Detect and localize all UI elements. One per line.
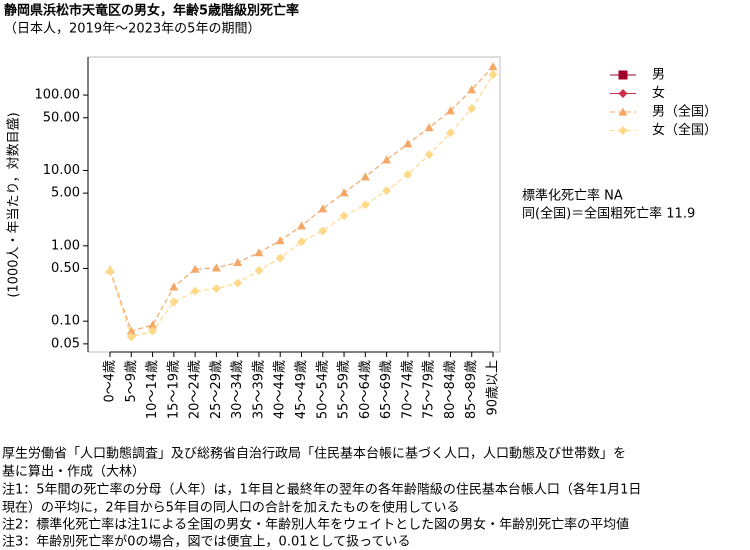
marker	[403, 170, 413, 180]
annotation: 標準化死亡率 NA	[522, 188, 623, 204]
x-tick-label: 15〜19歳	[166, 360, 181, 419]
x-tick-label: 50〜54歳	[315, 360, 330, 419]
marker	[318, 226, 328, 236]
x-tick-label: 60〜64歳	[358, 360, 373, 419]
note: 注3：年齢別死亡率が0の場合，図では便宜上，0.01として扱っている	[2, 534, 410, 550]
marker	[360, 172, 370, 181]
marker	[339, 188, 349, 197]
marker	[148, 326, 158, 336]
note: 注2：標準化死亡率は注1による全国の男女・年齢別人年をウェイトとした図の男女・年…	[2, 517, 629, 533]
marker	[445, 106, 455, 115]
marker	[618, 89, 628, 98]
marker	[488, 70, 498, 80]
legend-label: 女	[652, 85, 665, 101]
marker	[618, 70, 628, 80]
annotation: 同(全国)＝全国粗死亡率 11.9	[522, 206, 695, 222]
x-tick-label: 25〜29歳	[209, 360, 224, 419]
marker	[275, 236, 285, 245]
marker	[254, 248, 264, 257]
marker	[360, 200, 370, 210]
legend-label: 男（全国）	[652, 104, 717, 120]
x-tick-label: 5〜9歳	[124, 360, 139, 403]
y-tick-label: 0.05	[51, 336, 80, 351]
marker	[445, 128, 455, 138]
x-tick-label: 90歳以上	[486, 360, 501, 416]
marker	[254, 266, 264, 276]
y-tick-label: 0.10	[51, 314, 80, 329]
y-tick-label: 5.00	[51, 186, 80, 201]
marker	[233, 258, 243, 267]
note: 現在）の平均に，2年目から5年目の同人口の合計を加えたものを使用している	[2, 500, 460, 516]
marker	[618, 126, 628, 135]
x-tick-label: 45〜49歳	[294, 360, 309, 419]
x-tick-label: 55〜59歳	[337, 360, 352, 419]
plot-frame	[87, 56, 501, 353]
chart-subtitle: （日本人，2019年〜2023年の5年の期間）	[4, 22, 260, 37]
chart-title: 静岡県浜松市天竜区の男女，年齢5歳階級別死亡率	[4, 3, 299, 19]
marker	[618, 107, 628, 116]
marker	[339, 211, 349, 221]
y-tick-label: 100.00	[35, 88, 81, 103]
legend-label: 女（全国）	[652, 122, 717, 138]
note: 厚生労働省「人口動態調査」及び総務省自治行政局「住民基本台帳に基づく人口，人口動…	[2, 446, 626, 462]
marker	[297, 221, 306, 230]
marker	[148, 320, 158, 329]
x-tick-label: 35〜39歳	[251, 360, 266, 419]
marker	[190, 264, 200, 273]
legend-label: 男	[652, 68, 665, 83]
note: 基に算出・作成（大林）	[2, 465, 145, 480]
note: 注1：5年間の死亡率の分母（人年）は，1年目と最終年の翌年の各年齢階級の住民基本…	[2, 482, 641, 498]
marker	[424, 150, 434, 160]
x-tick-label: 30〜34歳	[230, 360, 245, 419]
marker	[211, 284, 221, 294]
y-tick-label: 0.50	[51, 261, 80, 276]
y-tick-label: 10.00	[43, 163, 80, 178]
x-tick-label: 40〜44歳	[273, 360, 288, 419]
x-tick-label: 80〜84歳	[443, 360, 458, 419]
marker	[169, 282, 179, 291]
marker	[126, 332, 136, 342]
marker	[233, 278, 243, 288]
marker	[318, 204, 328, 213]
marker	[297, 237, 306, 247]
series-line	[109, 74, 494, 338]
x-tick-label: 70〜74歳	[400, 360, 415, 419]
x-tick-label: 75〜79歳	[422, 360, 437, 419]
series-line	[109, 66, 494, 332]
marker	[169, 297, 179, 307]
marker	[211, 263, 221, 272]
marker	[382, 186, 392, 196]
marker	[488, 62, 498, 71]
x-tick-label: 10〜14歳	[145, 360, 160, 419]
marker	[467, 85, 477, 94]
y-tick-label: 50.00	[43, 110, 80, 125]
y-axis-label: (1000人・年当たり，対数目盛)	[7, 112, 22, 297]
x-tick-label: 0〜4歳	[103, 360, 118, 403]
marker	[403, 139, 413, 148]
marker	[424, 123, 434, 132]
x-tick-label: 20〜24歳	[188, 360, 203, 419]
marker	[382, 155, 392, 164]
x-tick-label: 85〜89歳	[464, 360, 479, 419]
marker	[105, 266, 115, 276]
marker	[275, 253, 285, 263]
marker	[190, 286, 200, 296]
marker	[126, 326, 136, 335]
x-tick-label: 65〜69歳	[379, 360, 394, 419]
marker	[467, 104, 477, 114]
y-tick-label: 1.00	[51, 238, 80, 253]
